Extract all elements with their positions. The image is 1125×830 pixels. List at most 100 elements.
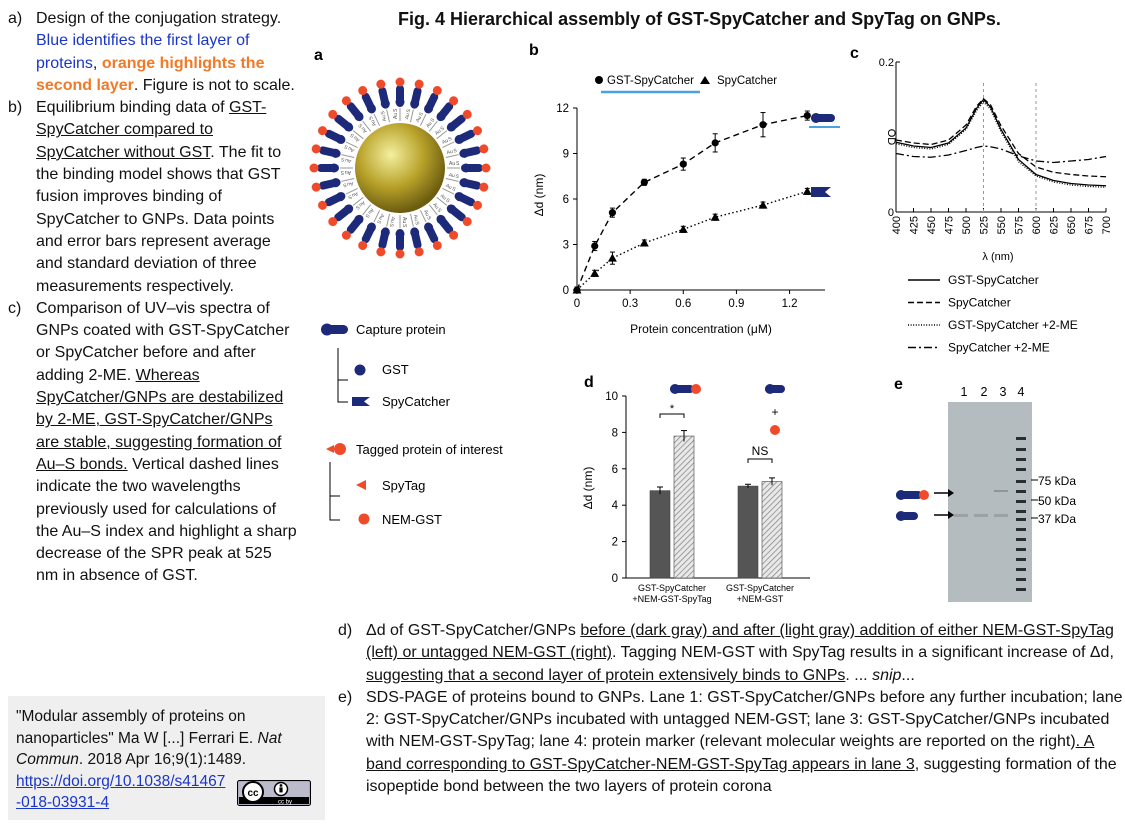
- x-tick-label: 525: [979, 216, 991, 234]
- x-tick-label: 450: [926, 216, 938, 234]
- ladder-band: [1016, 548, 1026, 551]
- legend-gst-spycatcher: GST-SpyCatcher: [607, 75, 694, 87]
- ladder-band: [1016, 437, 1026, 440]
- linker-line: [373, 113, 381, 126]
- ladder-band: [1016, 528, 1026, 531]
- band-arrow-upper: [934, 489, 954, 497]
- au-label: Au: [439, 193, 448, 202]
- panel-b-chart: b GST-SpyCatcher SpyCatcher 0 0.3 0.6 0.9 1.…: [529, 42, 840, 336]
- bottom-caption-item-text: before (dark gray) and after (light gray…: [366, 622, 1114, 662]
- data-point: [678, 224, 688, 233]
- capture-protein-arm: AuS: [425, 96, 459, 132]
- linker-line: [442, 187, 455, 195]
- s-label: S: [393, 108, 399, 112]
- au-label: Au: [401, 217, 407, 223]
- data-point: [758, 200, 768, 209]
- bottom-caption: d) Δd of GST-SpyCatcher/GNPs before (dark…: [338, 620, 1123, 798]
- tagged-protein: [311, 182, 321, 192]
- capture-protein-arm: AuS: [404, 79, 424, 123]
- linker-line: [428, 204, 438, 216]
- data-point: [639, 238, 649, 247]
- category-label: GST-SpyCatcher: [638, 583, 706, 593]
- tagged-protein: [341, 230, 351, 240]
- s-label: S: [406, 108, 413, 113]
- s-label: S: [380, 110, 387, 115]
- gst-domain: [366, 222, 376, 232]
- fit-curve: [576, 190, 808, 291]
- data-point: [679, 160, 687, 168]
- data-point: [802, 186, 812, 195]
- au-label: Au: [360, 125, 369, 134]
- x-tick-label: 650: [1066, 216, 1078, 234]
- legend-tagged-protein: Tagged protein of interest: [356, 442, 503, 457]
- tagged-protein: [358, 240, 368, 250]
- left-caption-item-text: Design of the conjugation strategy.: [36, 10, 282, 27]
- capture-protein-arm: Au S: [341, 96, 372, 134]
- linker-line: [428, 120, 438, 132]
- gst-domain: [436, 215, 446, 225]
- panel-label-e: e: [894, 376, 903, 393]
- ladder-band: [1016, 558, 1026, 561]
- citation-box: "Modular assembly of proteins on nanopar…: [8, 696, 325, 820]
- gst-domain: [343, 122, 353, 132]
- tagged-protein: [432, 240, 442, 250]
- panel-a-legend: Capture protein GST SpyCatcher Tagged pr…: [321, 322, 503, 527]
- bottom-caption-item-text: suggesting that a second layer of protei…: [366, 666, 846, 684]
- bottom-caption-item-marker: d): [338, 622, 353, 639]
- data-point: [710, 212, 720, 221]
- capture-protein-arm: AuS: [328, 196, 366, 227]
- left-caption-item: b) Equilibrium binding data of GST-SpyCat…: [8, 97, 298, 298]
- left-caption-item-text: ,: [92, 54, 102, 72]
- au-label: Au: [404, 112, 411, 120]
- s-label: S: [401, 224, 407, 228]
- gst-domain: [331, 178, 341, 188]
- y-tick-label: 6: [563, 194, 569, 206]
- capture-protein-arm: AuS: [441, 126, 482, 149]
- annotation-plus: +: [771, 405, 778, 419]
- y-tick-label: 6: [612, 464, 618, 476]
- capture-protein-icon: [321, 323, 348, 336]
- tagged-protein: [414, 79, 424, 89]
- annotation-star: *: [670, 403, 675, 415]
- panel-c-legend: GST-SpyCatcher SpyCatcher GST-SpyCatcher +…: [908, 273, 1078, 355]
- lane-label-1: 1: [961, 385, 968, 399]
- s-label: S: [340, 169, 344, 175]
- panel-d-plot: GST-SpyCatcher+NEM-GST-SpyTagGST-SpyCatc…: [632, 403, 794, 604]
- x-tick-label: 700: [1101, 216, 1113, 234]
- gst-icon: [354, 364, 366, 376]
- doi-link[interactable]: https://doi.org/10.1038/s41467-018-03931…: [16, 772, 226, 812]
- s-label: S: [368, 114, 375, 120]
- citation-text: "Modular assembly of proteins on nanopar…: [16, 708, 254, 747]
- capture-protein-arm: AuS: [358, 86, 381, 127]
- gst-domain: [454, 192, 464, 202]
- category-label: +NEM-GST-SpyTag: [632, 594, 711, 604]
- capture-protein-arm: AuS: [428, 202, 459, 240]
- ladder-band: [1016, 500, 1026, 503]
- marker-ladder: [1016, 437, 1026, 591]
- x-tick-label: 675: [1084, 216, 1096, 234]
- legend-triangle-marker: [700, 76, 710, 84]
- left-caption-item-text: Blue identifies the first layer of prote…: [36, 32, 250, 72]
- linker-line: [409, 109, 414, 123]
- left-caption-item: a) Design of the conjugation strategy. Bl…: [8, 8, 298, 97]
- capture-protein-arm: AuS: [442, 183, 482, 210]
- marker-75-label: 75 kDa: [1038, 474, 1076, 488]
- left-caption-item-text: . The fit to the binding model shows tha…: [36, 143, 282, 295]
- category-label: GST-SpyCatcher: [726, 583, 794, 593]
- tagged-protein: [318, 200, 328, 210]
- tagged-protein: [311, 144, 321, 154]
- tagged-protein: [328, 217, 338, 227]
- ladder-band: [1016, 510, 1026, 513]
- au-label: Au: [357, 199, 366, 208]
- s-label: S: [418, 111, 425, 117]
- gst-domain: [380, 99, 390, 109]
- gst-spycatcher-band-icon: [896, 511, 918, 521]
- gst-domain: [454, 134, 464, 144]
- linker-line: [436, 130, 448, 140]
- s-label: S: [456, 161, 460, 167]
- legend-capture-protein: Capture protein: [356, 322, 446, 337]
- bottom-caption-item-text: . Tagging NEM-GST with SpyTag results in…: [612, 644, 1114, 662]
- s-label: S: [349, 131, 356, 138]
- au-label: Au: [448, 172, 456, 179]
